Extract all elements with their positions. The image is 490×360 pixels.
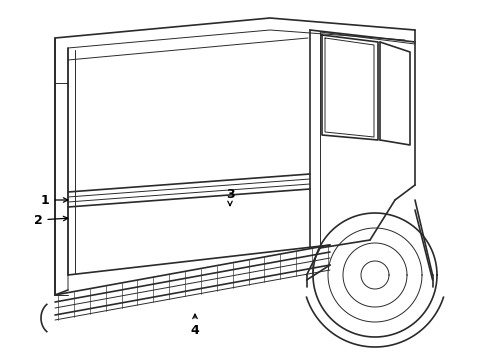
Text: 1: 1 [41, 194, 68, 207]
Text: 4: 4 [191, 314, 199, 337]
Text: 2: 2 [34, 213, 68, 226]
Text: 3: 3 [226, 189, 234, 206]
